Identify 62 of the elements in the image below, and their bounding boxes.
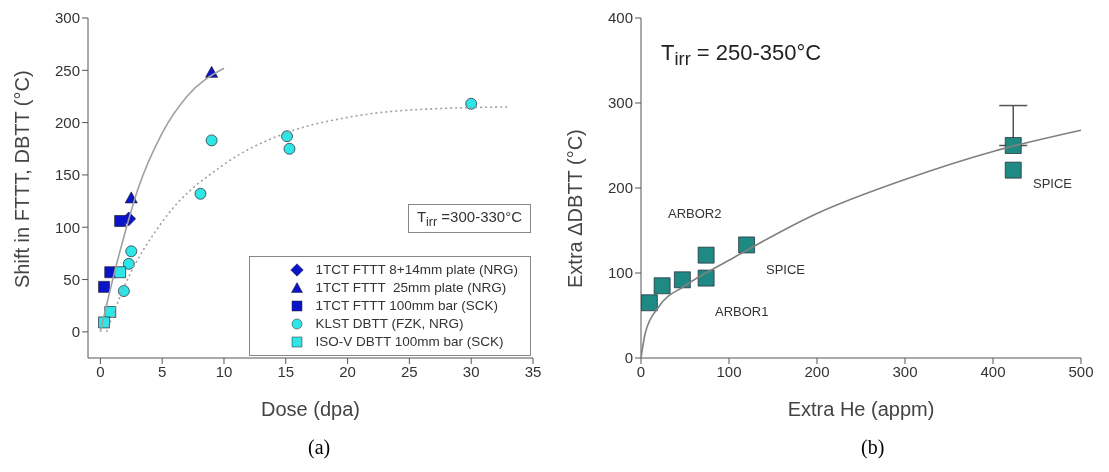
point: [125, 245, 138, 258]
y-tick-label: 250: [54, 61, 80, 79]
annotation: SPICE: [766, 262, 806, 277]
y-axis-title: Shift in FTTT, DBTT (°C): [11, 70, 34, 288]
x-axis-title: Extra He (appm): [787, 398, 935, 420]
line-series: [99, 67, 225, 333]
point: [653, 277, 671, 295]
y-tick-label: 0: [624, 349, 633, 367]
y-tick-label: 300: [54, 9, 80, 27]
x-tick-label: 30: [462, 362, 480, 380]
x-tick-label: 0: [636, 362, 646, 380]
x-tick-label: 20: [339, 362, 356, 380]
y-tick-label: 400: [607, 9, 633, 27]
point: [114, 266, 126, 279]
y-tick-label: 200: [607, 179, 633, 197]
point: [205, 134, 218, 147]
annotation: ARBOR1: [715, 304, 769, 319]
legend-label: ISO-V DBTT 100mm bar (SCK): [315, 333, 504, 351]
x-tick-label: 35: [524, 362, 542, 380]
y-axis-title: Extra ΔDBTT (°C): [564, 129, 587, 288]
point: [465, 97, 478, 110]
text: (b): [861, 436, 885, 459]
point: [738, 236, 755, 254]
y-tick-label: 300: [607, 94, 633, 112]
point: [118, 285, 130, 297]
y-tick-label: 100: [607, 264, 633, 282]
annotation: ARBOR2: [668, 206, 722, 221]
point: [641, 294, 658, 312]
x-tick-label: 300: [892, 362, 918, 380]
y-tick-label: 200: [54, 113, 80, 131]
point: [98, 281, 110, 293]
legend-label: KLST DBTT (FZK, NRG): [315, 315, 464, 333]
text: (a): [308, 436, 331, 459]
annotation: T$_{irr}$ =300-330°C: [407, 204, 531, 233]
legend-label: 1TCT FTTT 25mm plate (NRG): [315, 279, 507, 297]
x-tick-label: 0: [96, 362, 105, 380]
y-tick-label: 150: [54, 166, 80, 184]
x-tick-label: 100: [716, 362, 742, 380]
x-tick-label: 500: [1068, 362, 1094, 380]
point: [1004, 161, 1022, 179]
y-tick-label: 50: [63, 270, 80, 288]
point: [697, 269, 715, 287]
legend-label: 1TCT FTTT 100mm bar (SCK): [315, 297, 499, 315]
annotation: SPICE: [1033, 176, 1073, 191]
x-tick-label: 5: [157, 362, 167, 380]
annotation: T$_{irr}$ = 250-350°C: [661, 40, 822, 71]
point: [122, 258, 135, 270]
x-tick-label: 10: [215, 362, 233, 380]
x-tick-label: 400: [980, 362, 1006, 380]
point: [281, 130, 293, 143]
y-tick-label: 100: [54, 218, 80, 236]
x-tick-label: 200: [804, 362, 830, 380]
point: [114, 215, 126, 227]
x-tick-label: 25: [401, 362, 418, 380]
point: [283, 142, 296, 155]
point: [697, 246, 715, 264]
x-axis-title: Dose (dpa): [261, 398, 360, 420]
y-tick-label: 0: [71, 323, 80, 341]
point: [194, 187, 207, 200]
point: [674, 271, 691, 289]
x-tick-label: 15: [277, 362, 295, 380]
legend-label: 1TCT FTTT 8+14mm plate (NRG): [315, 261, 518, 279]
